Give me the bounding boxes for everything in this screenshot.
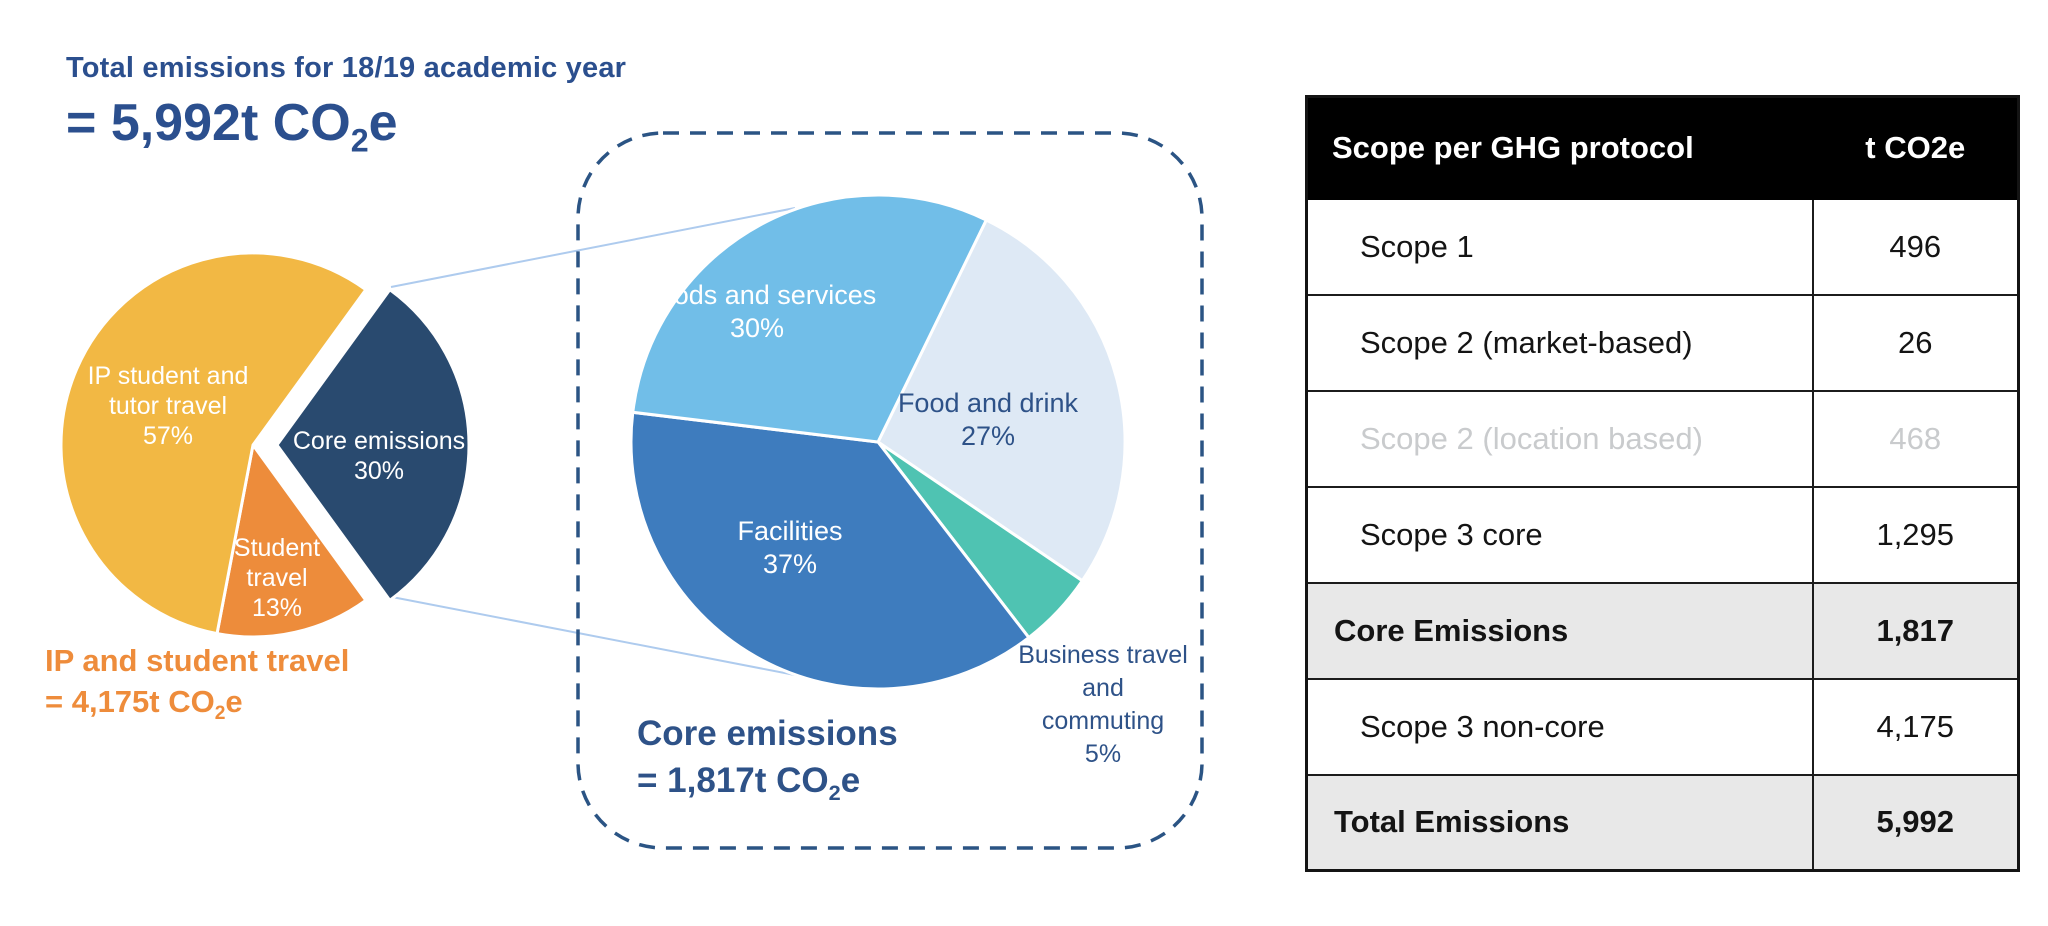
ghg-scope-table: Scope per GHG protocol t CO2e Scope 1 496… [1305, 95, 2020, 872]
pie-total-emissions [59, 251, 471, 639]
pie-slice-goods-and-services [631, 193, 988, 444]
slice-label-goods-and-services: Goods and services 30% [637, 280, 877, 343]
pie-core-emissions [629, 193, 1127, 691]
table-row: Scope 2 (location based) 468 [1305, 389, 2020, 488]
pie-slice-ip-student-and-tutor-travel [59, 251, 368, 636]
slice-label-facilities: Facilities 37% [737, 516, 843, 579]
total-emissions-value: = 5,992t CO2e [66, 94, 398, 159]
slice-label-student-travel: Student travel 13% [233, 534, 321, 622]
core-total-caption: Core emissions = 1,817t CO2e [637, 714, 898, 805]
table-row: Scope 1 496 [1305, 197, 2020, 296]
callout-connector-bottom [391, 596, 796, 676]
tco2e-value-cell: 5,992 [1811, 773, 2020, 872]
scope-label-cell: Scope 1 [1305, 197, 1814, 296]
slice-label-ip-student-tutor-travel: IP student and tutor travel 57% [87, 362, 249, 450]
table-row: Scope 3 core 1,295 [1305, 485, 2020, 584]
core-emissions-callout-box [576, 131, 1204, 850]
table-row: Core Emissions 1,817 [1305, 581, 2020, 680]
table-header-row: Scope per GHG protocol t CO2e [1305, 95, 2020, 200]
tco2e-value-cell: 1,817 [1811, 581, 2020, 680]
page-title: Total emissions for 18/19 academic year … [66, 52, 626, 159]
table-header-tco2e: t CO2e [1811, 95, 2020, 200]
scope-label-cell: Scope 3 core [1305, 485, 1814, 584]
slice-label-business-travel-commuting: Business travel and commuting 5% [1018, 641, 1188, 768]
scope-table-body: Scope 1 496 Scope 2 (market-based) 26 Scope … [1305, 197, 2020, 872]
table-header-scope: Scope per GHG protocol [1305, 95, 1814, 200]
scope-label-cell: Core Emissions [1305, 581, 1814, 680]
title-line: Total emissions for 18/19 academic year [66, 52, 627, 84]
scope-label-cell: Scope 2 (location based) [1305, 389, 1814, 488]
table-row: Scope 2 (market-based) 26 [1305, 293, 2020, 392]
pie-slice-food-and-drink [876, 218, 1127, 583]
tco2e-value-cell: 1,295 [1811, 485, 2020, 584]
table-row: Scope 3 non-core 4,175 [1305, 677, 2020, 776]
tco2e-value-cell: 496 [1811, 197, 2020, 296]
slice-label-core-emissions: Core emissions 30% [292, 427, 466, 485]
scope-label-cell: Scope 3 non-core [1305, 677, 1814, 776]
tco2e-value-cell: 468 [1811, 389, 2020, 488]
callout-connector-top [390, 207, 796, 288]
scope-label-cell: Scope 2 (market-based) [1305, 293, 1814, 392]
table-row: Total Emissions 5,992 [1305, 773, 2020, 872]
slice-label-food-and-drink: Food and drink 27% [897, 388, 1079, 451]
scope-label-cell: Total Emissions [1305, 773, 1814, 872]
pie-slice-core-emissions [275, 288, 471, 602]
pie-slice-facilities [629, 410, 1031, 691]
pie-slice-student-travel [215, 443, 368, 639]
non-core-total-caption: IP and student travel = 4,175t CO2e [45, 643, 350, 725]
tco2e-value-cell: 26 [1811, 293, 2020, 392]
tco2e-value-cell: 4,175 [1811, 677, 2020, 776]
